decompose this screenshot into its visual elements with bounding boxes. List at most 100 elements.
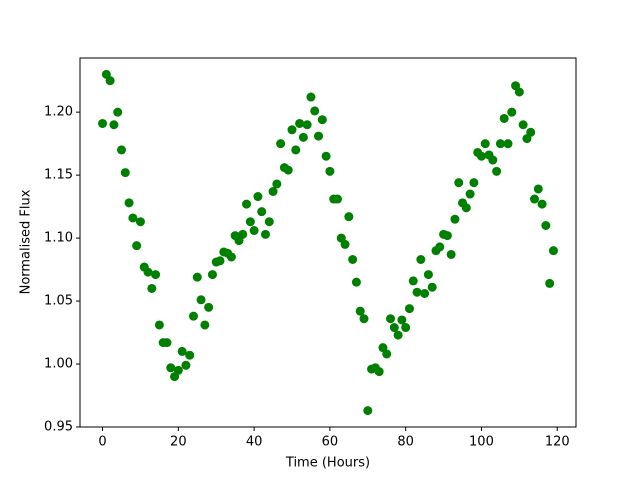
- x-tick-label: 100: [469, 435, 494, 450]
- point: [499, 113, 509, 123]
- point: [435, 242, 445, 252]
- point: [314, 131, 324, 141]
- point: [382, 349, 392, 359]
- point: [295, 118, 305, 128]
- point: [249, 226, 259, 236]
- point: [132, 241, 142, 251]
- point: [245, 217, 255, 227]
- x-tick-label: 40: [246, 435, 263, 450]
- point: [401, 323, 411, 333]
- point: [476, 151, 486, 161]
- point: [257, 207, 267, 217]
- point: [98, 118, 108, 128]
- point: [526, 127, 536, 137]
- point: [268, 186, 278, 196]
- point: [196, 295, 206, 305]
- point: [397, 315, 407, 325]
- point: [188, 311, 198, 321]
- point: [302, 120, 312, 130]
- point: [420, 289, 430, 299]
- point: [389, 323, 399, 333]
- point: [386, 314, 396, 324]
- x-tick-label: 120: [545, 435, 570, 450]
- point: [359, 314, 369, 324]
- point: [355, 306, 365, 316]
- point: [116, 145, 126, 155]
- point: [446, 249, 456, 259]
- point: [238, 229, 248, 239]
- point: [393, 330, 403, 340]
- point: [348, 255, 358, 265]
- point: [143, 267, 153, 277]
- point: [503, 139, 513, 149]
- x-tick-label: 80: [397, 435, 414, 450]
- point: [454, 178, 464, 188]
- point: [427, 282, 437, 292]
- point: [120, 168, 130, 178]
- point: [332, 194, 342, 204]
- point: [215, 256, 225, 266]
- point: [344, 212, 354, 222]
- y-tick-label: 1.10: [44, 231, 73, 246]
- point: [185, 350, 195, 360]
- point: [113, 107, 123, 117]
- point: [480, 139, 490, 149]
- point: [306, 92, 316, 102]
- point: [514, 87, 524, 97]
- point: [530, 194, 540, 204]
- point: [124, 198, 134, 208]
- point: [154, 320, 164, 330]
- point: [105, 76, 115, 86]
- x-tick-label: 60: [322, 435, 339, 450]
- point: [537, 199, 547, 209]
- point: [492, 166, 502, 176]
- point: [363, 406, 373, 416]
- point: [488, 155, 498, 165]
- point: [173, 365, 183, 375]
- point: [325, 166, 335, 176]
- point: [545, 278, 555, 288]
- point: [207, 270, 217, 280]
- point: [242, 199, 252, 209]
- point: [408, 276, 418, 286]
- point: [135, 217, 145, 227]
- point: [465, 189, 475, 199]
- point: [109, 120, 119, 130]
- point: [151, 270, 161, 280]
- point: [351, 277, 361, 287]
- point: [147, 283, 157, 293]
- y-tick-label: 1.05: [44, 294, 73, 309]
- x-tick-label: 0: [98, 435, 106, 450]
- point: [287, 125, 297, 135]
- point: [469, 178, 479, 188]
- point: [412, 287, 422, 297]
- point: [283, 165, 293, 175]
- point: [533, 184, 543, 194]
- x-axis-label: Time (Hours): [285, 456, 370, 471]
- point: [507, 107, 517, 117]
- axes-frame: [79, 57, 577, 428]
- point: [518, 120, 528, 130]
- point: [450, 214, 460, 224]
- point: [461, 203, 471, 213]
- point: [404, 304, 414, 314]
- point: [442, 231, 452, 241]
- point: [298, 132, 308, 142]
- point: [541, 220, 551, 230]
- point: [264, 217, 274, 227]
- point: [200, 320, 210, 330]
- point: [177, 346, 187, 356]
- point: [374, 367, 384, 377]
- point: [272, 179, 282, 189]
- point: [321, 151, 331, 161]
- point: [310, 106, 320, 116]
- point: [340, 239, 350, 249]
- point: [226, 252, 236, 262]
- y-tick-label: 1.20: [44, 105, 73, 120]
- y-tick-label: 1.00: [44, 357, 73, 372]
- point: [192, 272, 202, 282]
- point: [181, 360, 191, 370]
- y-axis-label: Normalised Flux: [19, 189, 34, 294]
- y-tick-label: 1.15: [44, 168, 73, 183]
